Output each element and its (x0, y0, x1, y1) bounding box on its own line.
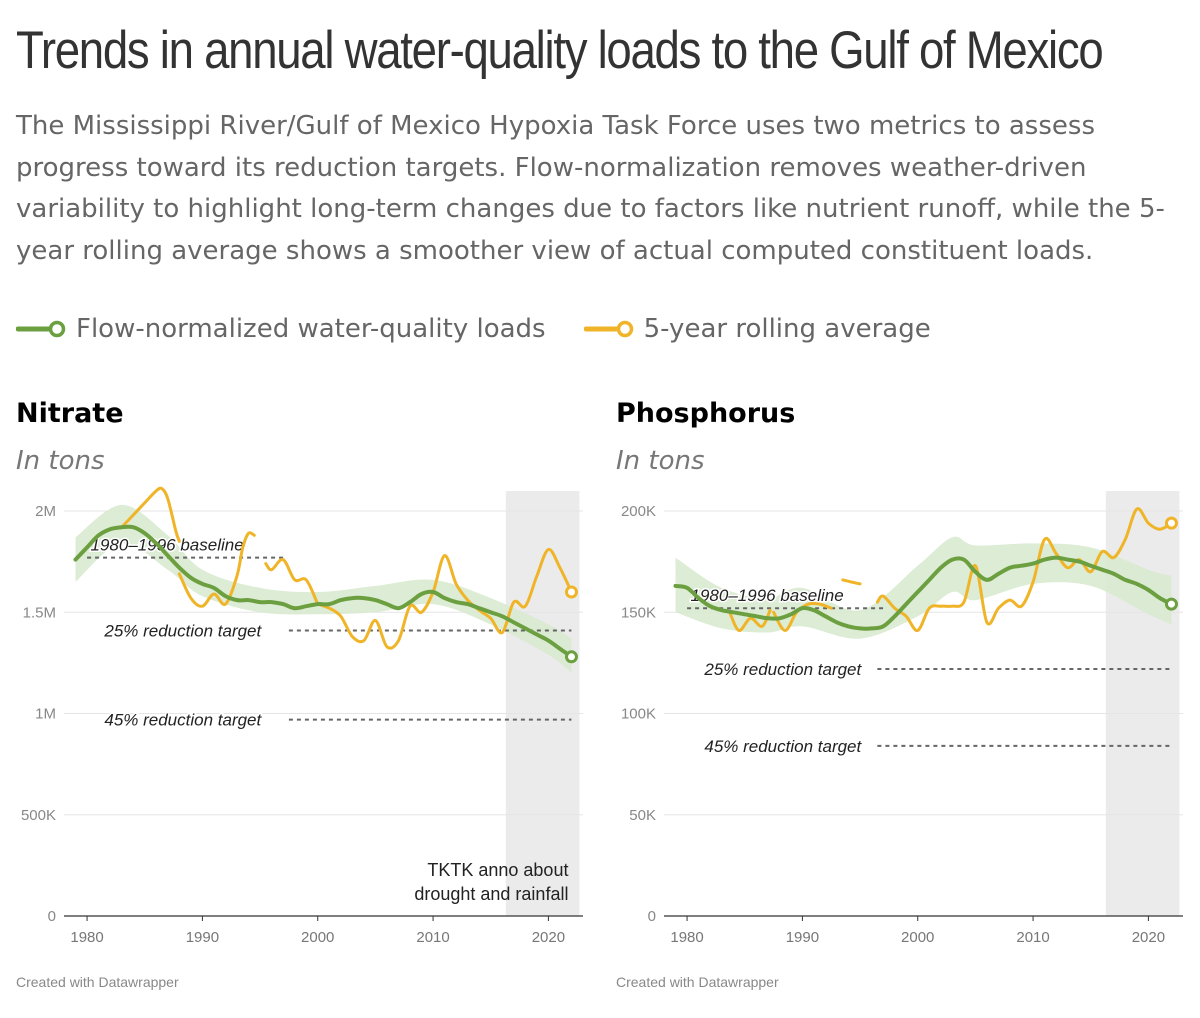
reference-line-label: 1980–1996 baseline (91, 536, 244, 555)
rolling-average-line (120, 486, 181, 543)
rolling-average-line (316, 547, 573, 650)
phosphorus-chart-subtitle: In tons (616, 446, 705, 476)
x-tick-label: 2020 (532, 929, 565, 946)
flow-normalized-end-marker (1164, 597, 1178, 611)
x-tick-label: 2010 (416, 929, 449, 946)
phosphorus-chart: 0 50K 100K 150K 200K 1980 1990 2000 2010 2020 1980… (621, 491, 1183, 946)
y-tick-label: 150K (621, 604, 656, 621)
flow-normalized-line (673, 555, 1174, 631)
x-tick-label: 2020 (1132, 929, 1165, 946)
nitrate-chart-title: Nitrate (16, 398, 124, 429)
legend-label-flow-normalized: Flow-normalized water-quality loads (76, 314, 546, 344)
rolling-average-line (728, 608, 772, 632)
rolling-average-end-marker (1164, 516, 1178, 530)
y-tick-label: 100K (621, 706, 656, 723)
reference-line-label: 45% reduction target (704, 737, 862, 756)
rolling-average-line (264, 558, 320, 606)
nitrate-credit[interactable]: Created with Datawrapper (16, 974, 179, 990)
flow-normalized-range-band (75, 504, 572, 673)
x-tick-label: 2000 (301, 929, 334, 946)
rolling-average-end-marker (564, 585, 578, 599)
legend-line-marker-yellow (583, 320, 633, 338)
annotation-text: drought and rainfall (414, 884, 568, 904)
y-tick-label: 0 (48, 908, 56, 925)
legend-label-rolling-average: 5-year rolling average (643, 314, 931, 344)
x-tick-label: 2000 (901, 929, 934, 946)
y-tick-label: 200K (621, 503, 656, 520)
nitrate-chart: 0 500K 1M 1.5M 2M 1980 1990 2000 2010 2020 1980–19… (21, 486, 583, 946)
legend: Flow-normalized water-quality loads 5-ye… (16, 314, 969, 344)
flow-normalized-line (73, 524, 574, 659)
highlight-period-shade (505, 491, 580, 916)
legend-line-marker-green (16, 320, 66, 338)
reference-line-label: 45% reduction target (104, 711, 262, 730)
page-title: Trends in annual water-quality loads to … (16, 21, 1104, 80)
legend-item-rolling-average[interactable]: 5-year rolling average (583, 314, 931, 344)
flow-normalized-end-marker (564, 650, 578, 664)
reference-line-label: 1980–1996 baseline (691, 586, 844, 605)
annotation-text: TKTK anno about (427, 860, 568, 880)
x-tick-label: 2010 (1016, 929, 1049, 946)
reference-line-label: 25% reduction target (703, 660, 862, 679)
x-tick-label: 1990 (186, 929, 219, 946)
rolling-average-line (177, 531, 256, 608)
y-tick-label: 1M (35, 706, 56, 723)
x-tick-label: 1980 (670, 929, 703, 946)
rolling-average-line (875, 507, 1173, 633)
nitrate-chart-subtitle: In tons (16, 446, 105, 476)
legend-item-flow-normalized[interactable]: Flow-normalized water-quality loads (16, 314, 546, 344)
x-tick-label: 1980 (70, 929, 103, 946)
rolling-average-line (841, 578, 862, 586)
phosphorus-chart-title: Phosphorus (616, 398, 796, 429)
x-tick-label: 1990 (786, 929, 819, 946)
phosphorus-credit[interactable]: Created with Datawrapper (616, 974, 779, 990)
y-tick-label: 1.5M (23, 604, 56, 621)
page-description: The Mississippi River/Gulf of Mexico Hyp… (16, 111, 1165, 266)
y-tick-label: 0 (648, 908, 656, 925)
y-tick-label: 500K (21, 807, 56, 824)
y-tick-label: 2M (35, 503, 56, 520)
y-tick-label: 50K (629, 807, 656, 824)
reference-line-label: 25% reduction target (103, 621, 262, 640)
